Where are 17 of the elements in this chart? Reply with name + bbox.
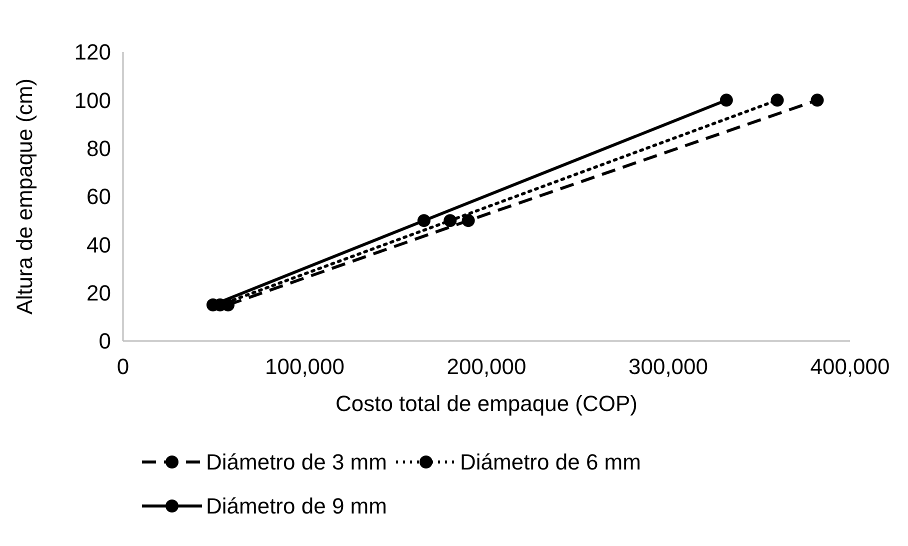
y-tick-label: 120	[74, 40, 111, 65]
y-axis-title: Altura de empaque (cm)	[12, 78, 37, 314]
x-tick-label: 300,000	[628, 354, 708, 379]
y-tick-label: 40	[86, 232, 111, 258]
y-tick-label: 0	[98, 328, 111, 354]
legend-label: Diámetro de 3 mm	[206, 450, 387, 475]
y-tick-label: 80	[86, 136, 111, 162]
x-axis-title: Costo total de empaque (COP)	[335, 391, 638, 416]
x-tick-label: 200,000	[446, 354, 526, 379]
x-tick-label: 100,000	[264, 354, 345, 379]
legend-label: Diámetro de 9 mm	[206, 494, 387, 519]
legend-label: Diámetro de 6 mm	[460, 450, 641, 475]
y-tick-label: 100	[74, 88, 111, 113]
y-tick-label: 20	[86, 280, 111, 306]
y-tick-label: 60	[86, 184, 111, 210]
x-tick-label: 0	[116, 354, 130, 379]
x-tick-label: 400,000	[810, 354, 890, 379]
